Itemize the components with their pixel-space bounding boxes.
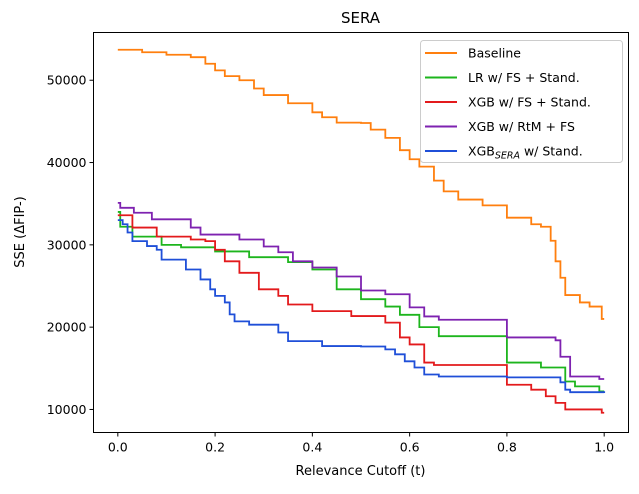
legend-label: XGB w/ FS + Stand. [468,95,591,110]
legend-label-subscript: SERA [495,151,520,162]
x-tick-label: 0.2 [205,440,225,455]
x-tick-label: 0.6 [400,440,420,455]
legend-label-text: XGB [468,144,495,159]
plot-frame [93,32,629,433]
x-tick-label: 0.4 [302,440,322,455]
legend-label: XGBSERA w/ Stand. [468,144,583,162]
x-tick-label: 1.0 [594,440,614,455]
legend-label-text: LR w/ FS + Stand. [468,70,580,85]
series-line-0 [117,48,605,320]
y-tick-label: 20000 [47,320,87,335]
series-line-2 [117,214,605,414]
legend-label-text: Baseline [468,46,521,61]
legend-label: LR w/ FS + Stand. [468,70,580,85]
legend-label: XGB w/ RtM + FS [468,119,575,134]
legend: Baseline LR w/ FS + Stand. XGB w/ FS + Sta… [420,40,623,163]
legend-box [420,40,623,163]
series-line-3 [117,201,605,380]
series-line-1 [117,211,605,393]
y-tick-label: 50000 [47,73,87,88]
legend-label-text: XGB w/ FS + Stand. [468,95,591,110]
legend-label: Baseline [468,46,521,61]
y-axis-label: SSE (ΔFIP-) [13,196,28,267]
legend-label-text: XGB w/ RtM + FS [468,119,575,134]
series-layer [117,48,606,414]
y-tick-label: 30000 [47,237,87,252]
y-axis: 10000 20000 30000 40000 50000 [47,73,94,417]
series-line-4 [117,219,606,394]
y-tick-label: 10000 [47,402,87,417]
chart-title: SERA [341,9,381,27]
y-tick-label: 40000 [47,155,87,170]
x-axis: 0.0 0.2 0.4 0.6 0.8 1.0 [108,432,614,455]
x-axis-label: Relevance Cutoff (t) [296,464,426,479]
x-tick-label: 0.8 [497,440,517,455]
legend-label-suffix: w/ Stand. [520,144,583,159]
x-tick-label: 0.0 [108,440,128,455]
